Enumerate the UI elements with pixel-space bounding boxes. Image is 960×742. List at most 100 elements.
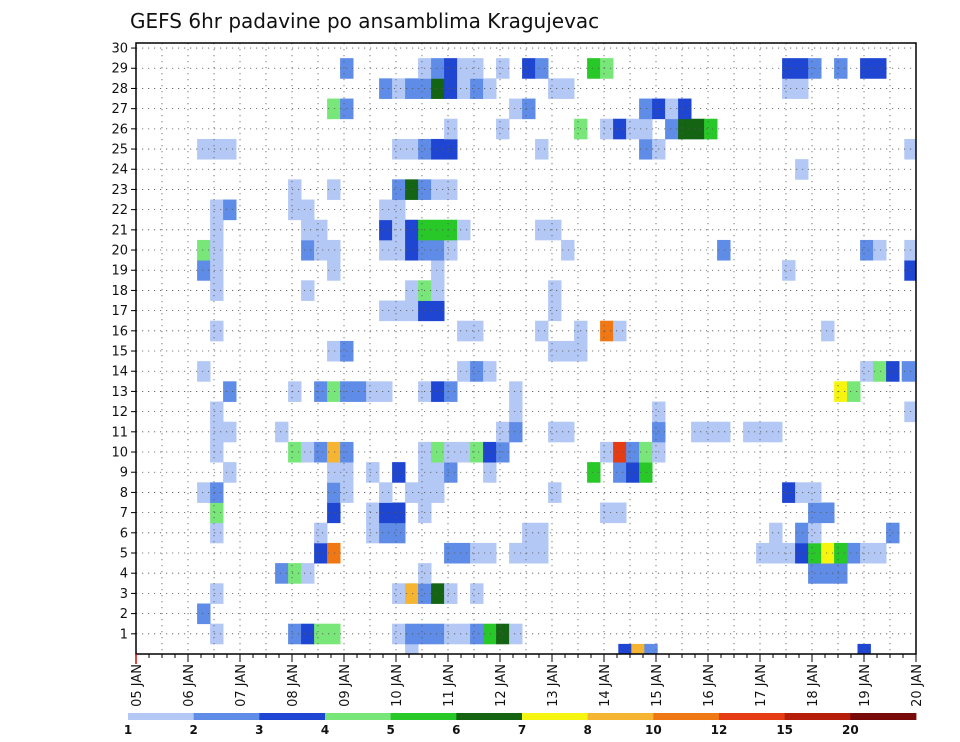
heatmap-cell	[782, 482, 796, 503]
heatmap-cell	[535, 320, 549, 342]
heatmap-cell	[431, 381, 445, 402]
heatmap-cell	[327, 179, 341, 200]
heatmap-cell	[509, 542, 523, 564]
heatmap-cell	[444, 138, 458, 160]
heatmap-cell	[314, 441, 328, 463]
heatmap-cell	[223, 421, 237, 443]
heatmap-cell	[769, 522, 783, 544]
heatmap-cell	[600, 441, 614, 463]
heatmap-cell	[509, 421, 523, 443]
heatmap-cell	[522, 98, 536, 120]
heatmap-cell	[392, 78, 406, 99]
heatmap-cell	[379, 199, 393, 221]
heatmap-cell	[561, 78, 575, 99]
heatmap-cell	[379, 482, 393, 503]
x-tick-label: 12 JAN	[494, 664, 509, 707]
heatmap-cell	[691, 421, 705, 443]
heatmap-cell	[327, 98, 341, 120]
chart-title: GEFS 6hr padavine po ansamblima Kragujev…	[130, 9, 599, 33]
y-tick-label: 8	[120, 486, 128, 501]
heatmap-cell	[301, 441, 315, 463]
heatmap-cell	[548, 421, 562, 443]
heatmap-cell	[548, 280, 562, 301]
heatmap-cell	[522, 522, 536, 544]
heatmap-cell	[535, 138, 549, 160]
x-tick-label: 20 JAN	[910, 664, 925, 707]
heatmap-cell	[431, 583, 445, 604]
colorbar-swatch	[325, 713, 392, 720]
heatmap-cell	[457, 361, 471, 382]
y-tick-label: 6	[120, 526, 128, 541]
heatmap-cell	[509, 401, 523, 423]
heatmap-cell	[288, 179, 302, 200]
colorbar-label: 10	[645, 723, 662, 737]
heatmap-cell	[873, 239, 887, 261]
heatmap-cell	[392, 623, 406, 645]
heatmap-cell	[795, 522, 809, 544]
heatmap-cell	[327, 441, 341, 463]
heatmap-cell	[366, 462, 380, 483]
colorbar: 1 2 3 4 5 6 7 8 10 12 15 20	[124, 713, 917, 737]
heatmap-cell	[288, 623, 302, 645]
heatmap-cell	[444, 179, 458, 200]
heatmap-cell	[535, 219, 549, 241]
heatmap-cell	[561, 421, 575, 443]
heatmap-cell	[626, 441, 640, 463]
heatmap-cell	[431, 239, 445, 261]
heatmap-cell	[405, 78, 419, 99]
heatmap-cell	[392, 239, 406, 261]
heatmap-cell	[626, 118, 640, 140]
heatmap-cell	[197, 603, 211, 625]
heatmap-cell	[301, 239, 315, 261]
heatmap-cell	[483, 78, 497, 99]
heatmap-cell	[405, 300, 419, 322]
heatmap-cell	[431, 78, 445, 99]
heatmap-cell	[457, 78, 471, 99]
heatmap-cell	[275, 563, 289, 584]
y-tick-label: 15	[111, 345, 128, 360]
heatmap-cell	[548, 340, 562, 362]
heatmap-cell	[431, 219, 445, 241]
heatmap-cell	[444, 462, 458, 483]
heatmap-cell	[197, 361, 211, 382]
colorbar-label: 8	[583, 723, 591, 737]
y-tick-label: 25	[111, 143, 128, 158]
heatmap-cell	[470, 583, 484, 604]
colorbar-label: 1	[124, 723, 132, 737]
heatmap-cell	[613, 441, 627, 463]
heatmap-cell	[795, 78, 809, 99]
heatmap-cell	[431, 441, 445, 463]
heatmap-cell	[639, 441, 653, 463]
heatmap-cell	[600, 320, 614, 342]
heatmap-cell	[210, 401, 224, 423]
heatmap-cell	[631, 643, 645, 655]
heatmap-cell	[457, 542, 471, 564]
heatmap-cell	[392, 462, 406, 483]
heatmap-cell	[314, 623, 328, 645]
heatmap-cell	[405, 643, 419, 655]
y-tick-label: 22	[111, 203, 128, 218]
heatmap-cell	[392, 179, 406, 200]
heatmap-cell	[717, 421, 731, 443]
heatmap-cell	[210, 320, 224, 342]
heatmap-cell	[717, 239, 731, 261]
heatmap-cell	[405, 583, 419, 604]
heatmap-cell	[444, 381, 458, 402]
heatmap-cell	[535, 522, 549, 544]
heatmap-cell	[618, 643, 632, 655]
heatmap-cell	[470, 320, 484, 342]
x-tick-label: 19 JAN	[858, 664, 873, 707]
heatmap-cell	[353, 381, 367, 402]
x-tick-label: 05 JAN	[130, 664, 145, 707]
x-tick-label: 17 JAN	[754, 664, 769, 707]
heatmap-cell	[795, 159, 809, 180]
heatmap-cell	[665, 118, 679, 140]
heatmap-cell	[210, 583, 224, 604]
heatmap-cell	[834, 563, 848, 584]
heatmap-cell	[327, 482, 341, 503]
heatmap-cell	[587, 58, 601, 79]
heatmap-cell	[444, 441, 458, 463]
heatmap-cell	[873, 542, 887, 564]
heatmap-cell	[483, 623, 497, 645]
heatmap-cell	[769, 542, 783, 564]
